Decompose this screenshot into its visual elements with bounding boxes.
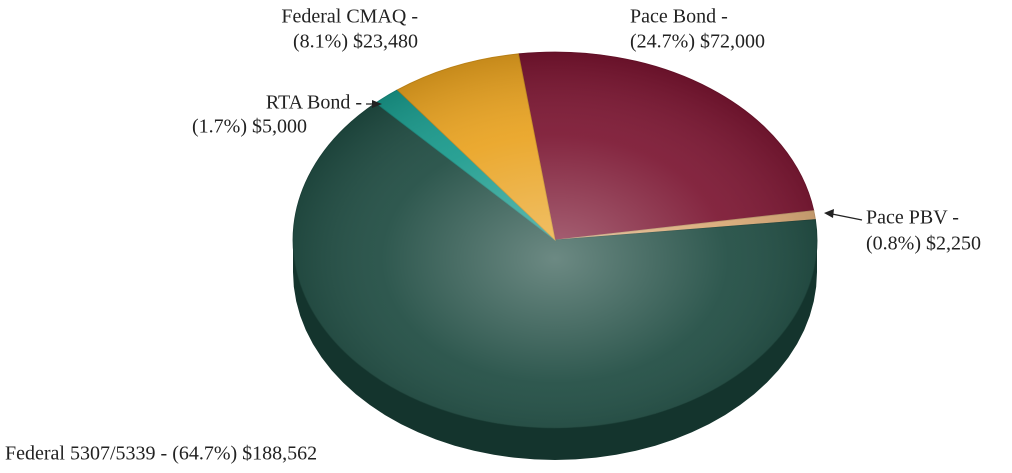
slice-value-label: (1.7%) $5,000 xyxy=(192,116,307,138)
slice-value-label: (64.7%) $188,562 xyxy=(172,443,317,465)
arrow-head xyxy=(372,100,382,108)
labels: Pace Bond - (24.7%) $72,000 Pace PBV - (0.8… xyxy=(5,6,981,465)
pie-slice xyxy=(518,51,815,241)
slice-label: Federal CMAQ - xyxy=(281,6,418,28)
slice-value-label: (0.8%) $2,250 xyxy=(866,233,981,255)
slice-label: Pace PBV - xyxy=(866,207,959,229)
slice-label: Pace Bond - xyxy=(630,6,728,28)
arrow-head xyxy=(824,209,834,218)
pie-tops xyxy=(292,51,818,429)
slice-label: RTA Bond - xyxy=(266,92,362,114)
leader-line xyxy=(831,213,863,221)
slice-value-label: (24.7%) $72,000 xyxy=(630,31,765,53)
slice-value-label: (8.1%) $23,480 xyxy=(293,31,418,53)
slice-label: Federal 5307/5339 - xyxy=(5,443,167,465)
